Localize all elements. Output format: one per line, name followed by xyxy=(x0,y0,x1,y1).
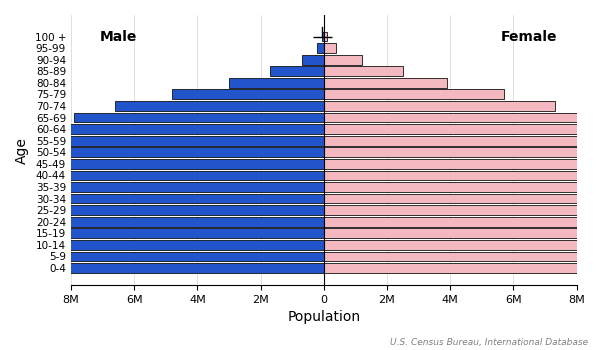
Bar xyxy=(324,205,600,215)
Bar xyxy=(324,170,600,180)
Bar xyxy=(0,205,324,215)
Bar xyxy=(324,113,592,122)
Bar xyxy=(324,124,600,134)
Bar xyxy=(172,90,324,99)
Bar xyxy=(0,182,324,192)
Bar xyxy=(74,113,324,122)
Bar xyxy=(324,43,337,53)
Bar xyxy=(324,229,600,238)
Text: U.S. Census Bureau, International Database: U.S. Census Bureau, International Databa… xyxy=(390,337,588,346)
Bar xyxy=(324,101,554,111)
Bar xyxy=(324,147,600,157)
Bar xyxy=(0,252,324,261)
Bar xyxy=(324,182,600,192)
Bar xyxy=(11,263,324,273)
Bar xyxy=(0,217,324,227)
Bar xyxy=(324,159,600,169)
Y-axis label: Age: Age xyxy=(15,136,29,163)
Bar xyxy=(14,147,324,157)
Bar xyxy=(0,240,324,250)
Bar xyxy=(324,66,403,76)
Bar xyxy=(43,124,324,134)
X-axis label: Population: Population xyxy=(287,310,361,324)
Text: Male: Male xyxy=(100,29,137,43)
Bar xyxy=(23,136,324,146)
Bar xyxy=(322,32,324,41)
Bar xyxy=(324,78,447,88)
Bar xyxy=(115,101,324,111)
Bar xyxy=(0,229,324,238)
Bar xyxy=(324,217,600,227)
Bar xyxy=(317,43,324,53)
Bar xyxy=(0,170,324,180)
Bar xyxy=(324,194,600,203)
Bar xyxy=(5,159,324,169)
Bar xyxy=(324,55,362,65)
Bar xyxy=(324,32,327,41)
Bar xyxy=(324,263,600,273)
Bar xyxy=(324,136,600,146)
Text: Female: Female xyxy=(501,29,557,43)
Bar xyxy=(324,90,504,99)
Bar xyxy=(324,252,600,261)
Bar xyxy=(0,194,324,203)
Bar xyxy=(324,240,600,250)
Bar xyxy=(229,78,324,88)
Bar xyxy=(270,66,324,76)
Bar xyxy=(302,55,324,65)
